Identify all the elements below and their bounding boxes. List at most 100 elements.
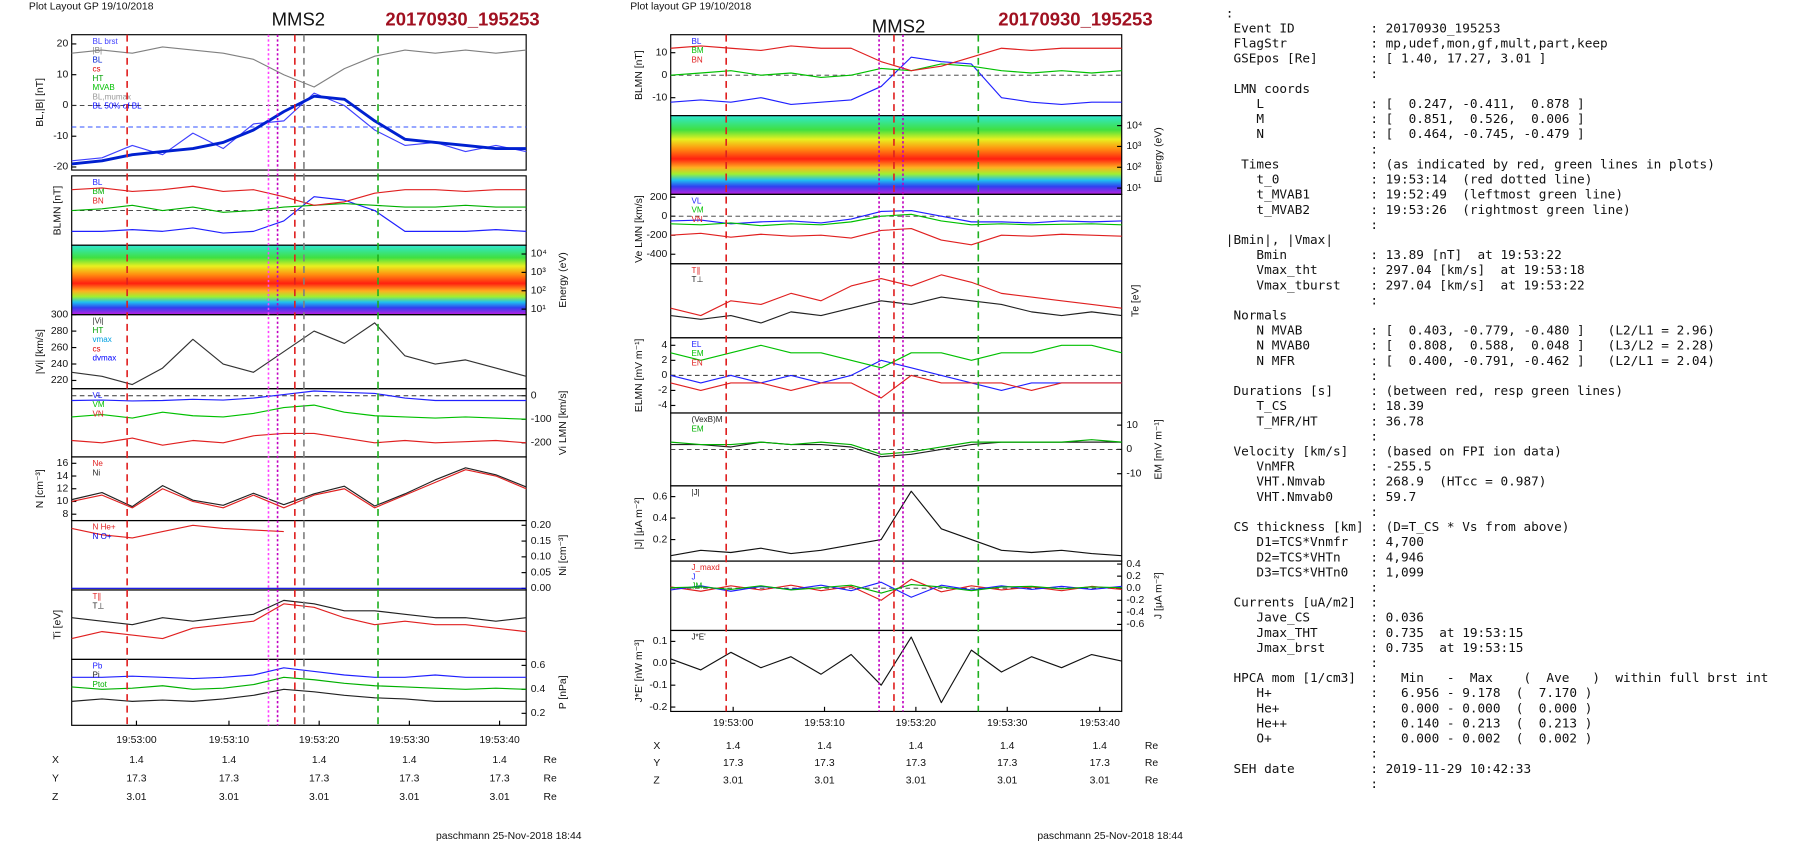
info-value: : 0.000 - 0.000 ( 0.000 ) (1370, 700, 1592, 715)
y-tick-label: 10⁴ (531, 249, 547, 260)
y-tick-label: 0.0 (1126, 583, 1141, 594)
y-tick-label: -0.2 (1126, 595, 1144, 606)
legend-entry: cs (93, 65, 101, 74)
y-tick-label: 260 (51, 342, 69, 353)
info-value: : 297.04 [km/s] at 19:53:18 (1370, 262, 1584, 277)
y-tick-label: 200 (650, 192, 668, 203)
info-key: N (1226, 126, 1264, 141)
legend-entry: J (692, 572, 696, 581)
info-value: : 6.956 - 9.178 ( 7.170 ) (1370, 685, 1592, 700)
x-tick-label: 19:53:00 (713, 718, 754, 729)
info-value: : 4,946 (1370, 549, 1424, 564)
y-tick-label: 0.2 (531, 708, 546, 719)
x-tick-label: 19:53:30 (987, 718, 1028, 729)
layout-label: Plot layout GP 19/10/2018 (630, 2, 751, 13)
y-axis-label: Energy (eV) (1153, 127, 1164, 182)
y-tick-label: 16 (57, 458, 69, 469)
y-axis-label: P [nPa] (558, 675, 569, 709)
legend-entry: cs (93, 344, 101, 353)
info-value: : [ 0.851, 0.526, 0.006 ] (1370, 111, 1584, 126)
legend-entry: Ni (93, 468, 101, 477)
right-column: Plot layout GP 19/10/2018 MMS2 20170930_19… (630, 2, 1183, 841)
position-value: 17.3 (723, 758, 743, 769)
legend-entry: BM (692, 46, 704, 55)
y-tick-label: 10⁴ (1126, 120, 1142, 131)
series-line (71, 599, 527, 626)
info-value: : 13.89 [nT] at 19:53:22 (1370, 247, 1561, 262)
info-value: : Min - Max ( Ave ) within full brst int (1370, 670, 1768, 685)
position-unit: Re (544, 755, 558, 766)
y-tick-label: 10¹ (1126, 183, 1142, 194)
y-tick-label: 0.2 (1126, 571, 1141, 582)
info-key: H+ (1226, 685, 1272, 700)
y-tick-label: -10 (1126, 468, 1141, 479)
info-key: VHT.Nmvab0 (1226, 489, 1333, 504)
y-tick-label: 0.00 (531, 583, 551, 594)
position-value: 3.01 (906, 776, 926, 787)
info-value: : [ 0.808, 0.588, 0.048 ] (L3/L2 = 2.28) (1370, 338, 1715, 353)
info-value: : [ 0.400, -0.791, -0.462 ] (L2/L1 = 2.0… (1370, 353, 1715, 368)
x-tick-label: 19:53:20 (896, 718, 937, 729)
series-line (71, 603, 527, 640)
position-name: X (653, 741, 660, 752)
series-line (670, 359, 1122, 392)
y-tick-label: -2 (658, 385, 667, 396)
info-value: : (1370, 595, 1378, 610)
y-axis-label: Ve LMN [km/s] (634, 195, 645, 263)
position-value: 17.3 (1090, 758, 1110, 769)
info-value: : (1370, 428, 1378, 443)
legend-entry: BL (93, 55, 103, 64)
y-tick-label: 0.6 (653, 491, 668, 502)
info-key: Bmin (1226, 247, 1287, 262)
position-value: 3.01 (219, 792, 239, 803)
legend-entry: T⊥ (93, 601, 105, 610)
series-line (670, 45, 1122, 72)
y-tick-label: 220 (51, 375, 69, 386)
info-key: t_0 (1226, 172, 1280, 187)
legend-entry: Ptot (93, 680, 108, 689)
y-tick-label: 0 (661, 370, 667, 381)
info-key: HPCA mom [1/cm3] (1226, 670, 1356, 685)
y-tick-label: 0 (1126, 444, 1132, 455)
position-value: 3.01 (399, 792, 419, 803)
info-key: N MVAB0 (1226, 338, 1310, 353)
series-line (670, 56, 1122, 106)
info-key: FlagStr (1226, 36, 1288, 51)
x-tick-label: 19:53:40 (479, 735, 520, 746)
series-line (670, 374, 1122, 399)
y-tick-label: 20 (57, 39, 69, 50)
y-tick-label: 0.0 (653, 658, 668, 669)
y-axis-label: N [cm⁻³] (35, 469, 46, 508)
info-key: L (1226, 96, 1265, 111)
series-line (71, 322, 527, 386)
legend-entry: BM (93, 187, 105, 196)
series-line (670, 274, 1122, 317)
legend-entry: BL,mumax (93, 92, 132, 101)
y-tick-label: 0.4 (653, 513, 668, 524)
info-key: O+ (1226, 731, 1272, 746)
position-value: 17.3 (126, 773, 146, 784)
info-key: Normals (1226, 308, 1287, 323)
y-axis-label: |J| [μA m⁻²] (634, 497, 645, 549)
y-tick-label: 0 (661, 211, 667, 222)
y-tick-label: -10 (652, 92, 667, 103)
position-value: 3.01 (489, 792, 509, 803)
series-line (670, 213, 1122, 227)
series-line (71, 469, 527, 509)
info-key: Vmax_tburst (1226, 277, 1341, 292)
info-key: : (1226, 5, 1234, 20)
y-tick-label: -10 (53, 131, 68, 142)
legend-entry: Pb (93, 661, 103, 670)
panel-frame (71, 388, 527, 458)
legend-entry: Pi (93, 671, 100, 680)
series-line (71, 203, 527, 213)
position-name: Y (653, 758, 660, 769)
plot-title: MMS2 (872, 16, 925, 37)
legend-entry: |B| (93, 46, 103, 55)
series-line (670, 490, 1122, 557)
info-key: M (1226, 111, 1265, 126)
y-tick-label: 10² (1126, 162, 1142, 173)
info-value: : [ 0.403, -0.779, -0.480 ] (L2/L1 = 2.9… (1370, 323, 1715, 338)
